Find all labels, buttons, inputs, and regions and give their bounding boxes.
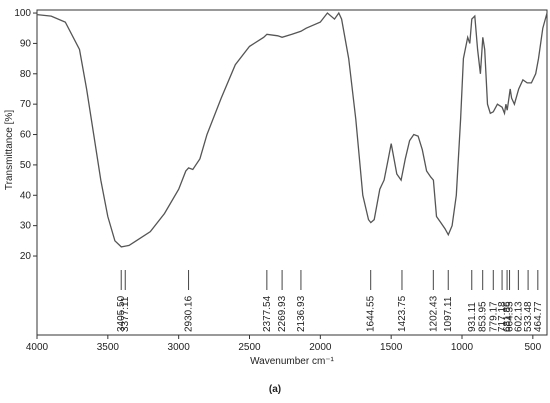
peak-label: 3377.11 xyxy=(120,296,131,332)
x-tick-label: 2000 xyxy=(309,342,332,353)
peak-label: 717.18 xyxy=(497,301,508,332)
y-tick-label: 50 xyxy=(20,160,32,171)
peak-label: 464.77 xyxy=(533,301,544,332)
y-tick-label: 30 xyxy=(20,221,32,232)
peak-label: 3405.50 xyxy=(116,295,127,332)
y-axis-label: Transmittance [%] xyxy=(4,110,15,190)
peak-label: 681.86 xyxy=(502,301,513,332)
peak-label: 664.35 xyxy=(505,301,516,332)
peak-label: 2136.93 xyxy=(296,295,307,332)
peak-label: 533.48 xyxy=(523,301,534,332)
x-tick-label: 4000 xyxy=(26,342,49,353)
peak-label: 779.17 xyxy=(488,301,499,332)
y-tick-label: 20 xyxy=(20,251,32,262)
y-tick-label: 70 xyxy=(20,99,32,110)
x-axis-label: Wavenumber cm⁻¹ xyxy=(250,356,334,367)
y-tick-label: 90 xyxy=(20,38,32,49)
plot-frame xyxy=(36,9,548,336)
x-tick-label: 1500 xyxy=(380,342,403,353)
x-tick-label: 1000 xyxy=(451,342,474,353)
peak-label: 2930.16 xyxy=(184,295,195,332)
x-tick-label: 2500 xyxy=(238,342,261,353)
peak-label: 602.13 xyxy=(513,301,524,332)
y-tick-label: 60 xyxy=(20,130,32,141)
peak-label: 2377.54 xyxy=(262,295,273,332)
x-tick-label: 500 xyxy=(524,342,541,353)
x-tick-label: 3000 xyxy=(168,342,191,353)
y-tick-label: 100 xyxy=(14,8,31,19)
y-tick-label: 40 xyxy=(20,190,32,201)
peak-label: 931.11 xyxy=(467,302,478,332)
peak-label: 1423.75 xyxy=(397,295,408,332)
peak-label: 2269.93 xyxy=(277,295,288,332)
x-tick-label: 3500 xyxy=(97,342,120,353)
peak-label: 1202.43 xyxy=(428,295,439,332)
peak-label: 1644.55 xyxy=(366,295,377,332)
peak-label: 853.95 xyxy=(478,301,489,332)
caption: (a) xyxy=(269,384,281,395)
y-tick-label: 80 xyxy=(20,69,32,80)
peak-label: 1097.11 xyxy=(443,296,454,332)
spectrum-line xyxy=(36,11,548,248)
